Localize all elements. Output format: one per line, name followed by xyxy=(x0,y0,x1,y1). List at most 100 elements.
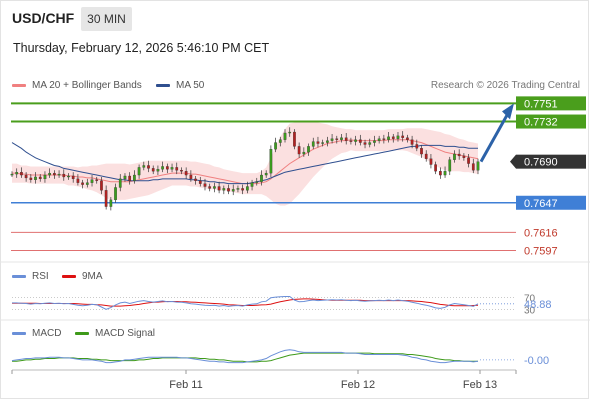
candle-body xyxy=(57,173,61,176)
legend-ma50-label: MA 50 xyxy=(176,80,205,91)
candle-body xyxy=(236,188,240,190)
candle-body xyxy=(354,139,357,142)
candle-body xyxy=(274,142,277,150)
candle-body xyxy=(76,178,80,183)
level-tag-0.7647 xyxy=(516,195,586,210)
candle-body xyxy=(326,140,329,143)
candle-body xyxy=(231,189,235,192)
candle-body xyxy=(95,179,99,181)
symbol-title: USD/CHF xyxy=(12,10,75,26)
macd-panel: -0.00 xyxy=(0,319,590,367)
candle-body xyxy=(462,155,466,158)
candle-body xyxy=(85,182,89,185)
bollinger-band xyxy=(12,121,478,206)
candle-body xyxy=(241,188,244,191)
candle-body xyxy=(165,166,169,170)
candle-body xyxy=(438,171,442,176)
candle-body xyxy=(147,165,150,169)
candle-body xyxy=(20,172,23,176)
level-lines-layer xyxy=(11,102,516,252)
level-tag-0.7690 xyxy=(516,154,586,169)
legend-macd-signal: MACD Signal xyxy=(75,328,155,339)
candle-body xyxy=(142,165,146,168)
level-tag-0.7732 xyxy=(516,114,586,129)
level-label-0.7732: 0.7732 xyxy=(524,117,558,129)
candle-body xyxy=(467,157,470,164)
candle-body xyxy=(377,138,381,141)
candle-body xyxy=(104,190,108,207)
candle-body xyxy=(15,172,19,175)
candle-body xyxy=(123,175,127,180)
legend-macd-swatch xyxy=(12,331,26,335)
candle-body xyxy=(43,174,47,180)
target-arrow-shaft xyxy=(479,112,510,163)
level-label-0.7690: 0.7690 xyxy=(524,157,558,169)
rsi-line xyxy=(12,296,479,310)
candle-body xyxy=(260,174,263,182)
candle-body xyxy=(203,183,207,187)
candle-body xyxy=(293,131,296,147)
candle-body xyxy=(38,176,42,180)
candle-body xyxy=(302,151,306,155)
candle-body xyxy=(429,158,433,165)
candle-body xyxy=(161,166,164,170)
candle-body xyxy=(81,182,84,185)
candle-body xyxy=(406,137,409,140)
legend-bollinger-swatch xyxy=(12,83,26,87)
candle-body xyxy=(217,186,221,191)
candle-body xyxy=(34,176,37,180)
candle-body xyxy=(114,187,117,201)
x-axis-label: Feb 11 xyxy=(169,379,202,391)
candle-body xyxy=(396,135,400,139)
candle-body xyxy=(180,170,183,172)
candle-body xyxy=(133,174,136,181)
chart-datetime: Thursday, February 12, 2026 5:46:10 PM C… xyxy=(13,41,270,55)
candle-body xyxy=(198,180,202,184)
candle-body xyxy=(109,199,113,207)
candle-body xyxy=(128,175,132,181)
candle-body xyxy=(170,167,174,170)
candle-body xyxy=(363,142,367,145)
candle-body xyxy=(297,146,301,155)
moving-averages-layer xyxy=(11,139,479,185)
candle-body xyxy=(340,137,343,140)
macd-signal-line xyxy=(12,352,478,363)
legend-ma50: MA 50 xyxy=(156,80,204,91)
level-label-0.7751: 0.7751 xyxy=(524,98,558,110)
candle-body xyxy=(222,188,226,191)
candle-body xyxy=(373,140,376,143)
legend-rsi-ma: 9MA xyxy=(62,271,103,282)
candle-body xyxy=(189,174,193,180)
candle-body xyxy=(401,135,405,138)
level-tag-pointer xyxy=(510,154,516,169)
ma50-line xyxy=(11,142,478,185)
legend-bollinger: MA 20 + Bollinger Bands xyxy=(12,80,142,91)
candle-body xyxy=(62,173,66,178)
candle-body xyxy=(53,172,56,176)
x-axis-label: Feb 12 xyxy=(341,379,375,391)
candle-body xyxy=(420,148,423,155)
candle-body xyxy=(387,136,390,140)
candle-body xyxy=(344,137,348,141)
level-label-0.7597: 0.7597 xyxy=(524,246,558,258)
candle-body xyxy=(208,186,212,189)
candle-body xyxy=(227,188,230,192)
candle-body xyxy=(358,139,362,143)
timeframe-button[interactable]: 30 MIN xyxy=(81,7,132,31)
rsi-level-label: 70 xyxy=(524,294,536,305)
candle-body xyxy=(151,168,155,172)
candle-body xyxy=(250,182,254,187)
legend-rsi-label: RSI xyxy=(32,271,49,282)
candle-body xyxy=(278,139,282,143)
legend-rsi: RSI xyxy=(12,271,49,282)
legend-rsi-ma-swatch xyxy=(62,274,76,278)
candle-body xyxy=(457,153,461,157)
candle-body xyxy=(255,181,259,183)
candle-body xyxy=(29,177,33,180)
macd-current-label: -0.00 xyxy=(524,355,549,367)
candle-body xyxy=(213,186,216,189)
legend-macd-label: MACD xyxy=(32,328,62,339)
candle-body xyxy=(10,173,14,176)
candle-body xyxy=(269,149,273,174)
